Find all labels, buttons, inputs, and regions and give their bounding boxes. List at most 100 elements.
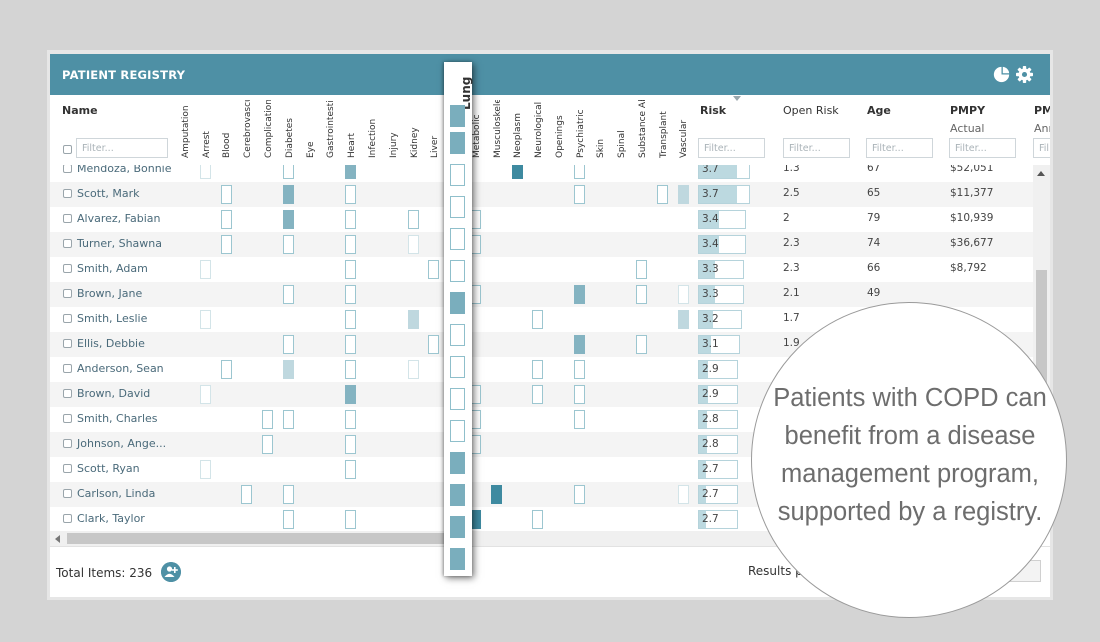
add-patient-button[interactable]	[161, 562, 181, 582]
risk-score: 2.9	[702, 363, 719, 375]
risk-score: 3.2	[702, 313, 719, 325]
row-checkbox[interactable]	[63, 489, 72, 498]
column-header-transplant[interactable]: Transplant	[659, 111, 669, 158]
patient-name[interactable]: Brown, David	[77, 387, 151, 400]
column-header-liver[interactable]: Liver	[430, 135, 440, 158]
pmpy-filter-input[interactable]: Filter...	[949, 138, 1016, 158]
row-checkbox[interactable]	[63, 289, 72, 298]
table-row[interactable]: Mendoza, Bonnie 3.7 1.3 67 $52,051	[50, 165, 1033, 182]
table-row[interactable]: Brown, Jane 3.3 2.1 49	[50, 282, 1033, 307]
column-header-kidney[interactable]: Kidney	[410, 127, 420, 158]
table-row[interactable]: Anderson, Sean 2.9	[50, 357, 1033, 382]
row-checkbox[interactable]	[63, 514, 72, 523]
open-risk-value: 2.3	[783, 237, 800, 249]
row-checkbox[interactable]	[63, 414, 72, 423]
column-header-infection[interactable]: Infection	[368, 118, 378, 158]
table-row[interactable]: Scott, Mark 3.7 2.5 65 $11,377	[50, 182, 1033, 207]
horizontal-scroll-thumb[interactable]	[67, 533, 472, 544]
patient-name[interactable]: Turner, Shawna	[77, 237, 163, 250]
table-row[interactable]: Smith, Adam 3.3 2.3 66 $8,792	[50, 257, 1033, 282]
column-header-metabolic[interactable]: Metabolic	[472, 114, 482, 158]
column-header-blood[interactable]: Blood	[222, 132, 232, 158]
select-all-checkbox[interactable]	[63, 145, 72, 154]
row-checkbox[interactable]	[63, 189, 72, 198]
row-checkbox[interactable]	[63, 314, 72, 323]
patient-name[interactable]: Brown, Jane	[77, 287, 143, 300]
risk-score-bar: 2.7	[698, 485, 738, 504]
table-row[interactable]: Clark, Taylor 2.7	[50, 507, 1033, 531]
risk-score: 2.9	[702, 388, 719, 400]
patient-name[interactable]: Smith, Charles	[77, 412, 158, 425]
column-header-cerebrovascular[interactable]: Cerebrovascular	[243, 100, 253, 158]
risk-score: 3.3	[702, 263, 719, 275]
row-checkbox[interactable]	[63, 389, 72, 398]
column-header-gastrointestinal[interactable]: Gastrointestinal	[326, 100, 336, 158]
table-row[interactable]: Alvarez, Fabian 3.4 2 79 $10,939	[50, 207, 1033, 232]
condition-cell	[262, 410, 273, 429]
column-header-openings[interactable]: Openings	[555, 115, 565, 158]
row-checkbox[interactable]	[63, 364, 72, 373]
row-checkbox[interactable]	[63, 339, 72, 348]
column-header-eye[interactable]: Eye	[306, 141, 316, 158]
column-header-arrest[interactable]: Arrest	[202, 131, 212, 158]
patient-name[interactable]: Mendoza, Bonnie	[77, 165, 172, 175]
column-header-substance-abuse[interactable]: Substance Abuse	[638, 100, 648, 158]
column-header-age[interactable]: Age	[867, 104, 891, 117]
patient-name[interactable]: Clark, Taylor	[77, 512, 145, 525]
risk-score-bar: 2.8	[698, 410, 738, 429]
scroll-up-arrow-icon[interactable]	[1037, 171, 1045, 176]
column-header-pmpy[interactable]: PMPY	[950, 104, 986, 117]
condition-cell	[283, 235, 294, 254]
pie-chart-icon[interactable]	[993, 66, 1010, 83]
patient-name[interactable]: Scott, Mark	[77, 187, 140, 200]
name-filter-input[interactable]: Filter...	[76, 138, 168, 158]
column-header-skin[interactable]: Skin	[596, 138, 606, 158]
column-header-amputation[interactable]: Amputation	[181, 105, 191, 158]
column-header-neurological[interactable]: Neurological	[534, 101, 544, 158]
patient-name[interactable]: Anderson, Sean	[77, 362, 164, 375]
table-row[interactable]: Smith, Leslie 3.2 1.7	[50, 307, 1033, 332]
column-header-vascular[interactable]: Vascular	[679, 119, 689, 158]
column-header-psychiatric[interactable]: Psychiatric	[576, 109, 586, 158]
patient-name[interactable]: Smith, Leslie	[77, 312, 148, 325]
row-checkbox[interactable]	[63, 214, 72, 223]
column-header-complications[interactable]: Complications	[264, 100, 274, 158]
risk-score-bar: 2.9	[698, 360, 738, 379]
column-header-heart[interactable]: Heart	[347, 132, 357, 158]
table-row[interactable]: Smith, Charles 2.8	[50, 407, 1033, 432]
row-checkbox[interactable]	[63, 464, 72, 473]
row-checkbox[interactable]	[63, 264, 72, 273]
patient-name[interactable]: Carlson, Linda	[77, 487, 156, 500]
column-header-open-risk[interactable]: Open Risk	[783, 104, 839, 117]
lung-column-highlight[interactable]: Lung	[444, 62, 473, 576]
condition-cell	[241, 485, 252, 504]
gear-icon[interactable]	[1016, 66, 1033, 83]
column-header-risk[interactable]: Risk	[700, 104, 727, 117]
table-row[interactable]: Turner, Shawna 3.4 2.3 74 $36,677	[50, 232, 1033, 257]
patient-name[interactable]: Smith, Adam	[77, 262, 148, 275]
column-header-name[interactable]: Name	[62, 104, 98, 117]
scroll-left-arrow-icon[interactable]	[55, 535, 60, 543]
column-header-neoplasm[interactable]: Neoplasm	[513, 113, 523, 158]
risk-filter-input[interactable]: Filter...	[698, 138, 765, 158]
column-header-injury[interactable]: Injury	[389, 132, 399, 158]
patient-name[interactable]: Alvarez, Fabian	[77, 212, 161, 225]
pm-annual-filter-input[interactable]: Fil	[1033, 138, 1050, 158]
risk-score-bar: 3.3	[698, 260, 744, 279]
condition-cell	[345, 360, 356, 379]
row-checkbox[interactable]	[63, 439, 72, 448]
condition-cell	[200, 260, 211, 279]
column-header-musculoskeletal[interactable]: Musculoskeletal	[493, 100, 503, 158]
age-filter-input[interactable]: Filter...	[866, 138, 933, 158]
row-checkbox[interactable]	[63, 239, 72, 248]
column-header-diabetes[interactable]: Diabetes	[285, 118, 295, 158]
table-row[interactable]: Scott, Ryan 2.7	[50, 457, 1033, 482]
column-header-spinal[interactable]: Spinal	[617, 130, 627, 158]
patient-name[interactable]: Scott, Ryan	[77, 462, 140, 475]
row-checkbox[interactable]	[63, 165, 72, 173]
patient-name[interactable]: Ellis, Debbie	[77, 337, 145, 350]
open-risk-filter-input[interactable]: Filter...	[783, 138, 850, 158]
patient-name[interactable]: Johnson, Ange...	[77, 437, 167, 450]
column-header-pm-annual[interactable]: PM	[1034, 104, 1050, 117]
condition-cell	[345, 260, 356, 279]
